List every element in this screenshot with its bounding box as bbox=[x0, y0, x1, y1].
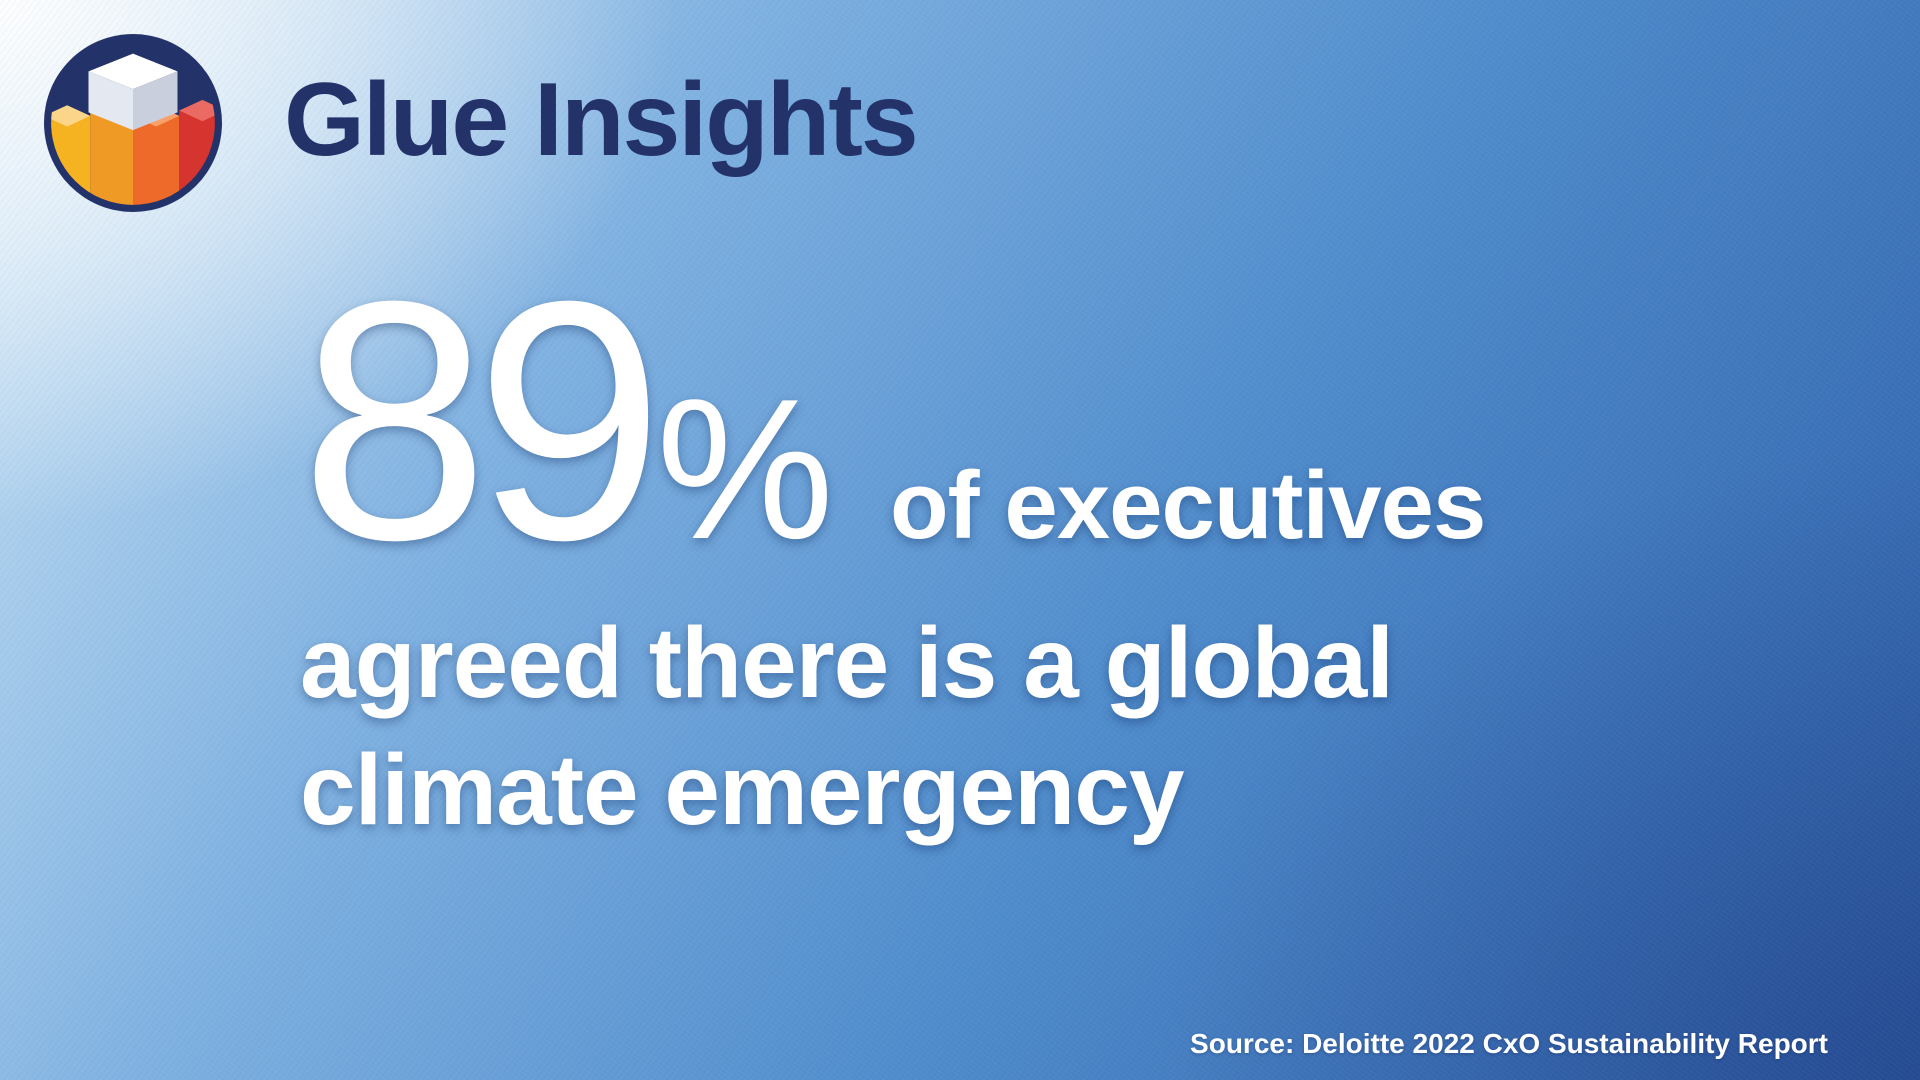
stat-line: 89 % of executives bbox=[300, 231, 1860, 611]
headline-line-3: climate emergency bbox=[300, 734, 1185, 846]
stat-percent-sign: % bbox=[656, 358, 835, 581]
brand-header: Glue Insights bbox=[44, 34, 919, 212]
source-citation: Source: Deloitte 2022 CxO Sustainability… bbox=[1190, 1028, 1828, 1059]
stat-suffix: of executives bbox=[890, 452, 1486, 559]
stacked-cube-bar-logo-icon bbox=[44, 34, 222, 212]
headline: 89 % of executives agreed there is a glo… bbox=[300, 231, 1860, 854]
brand-name: Glue Insights bbox=[284, 62, 919, 178]
stat-number: 89 bbox=[300, 231, 664, 611]
headline-line-2: agreed there is a global bbox=[300, 607, 1394, 719]
